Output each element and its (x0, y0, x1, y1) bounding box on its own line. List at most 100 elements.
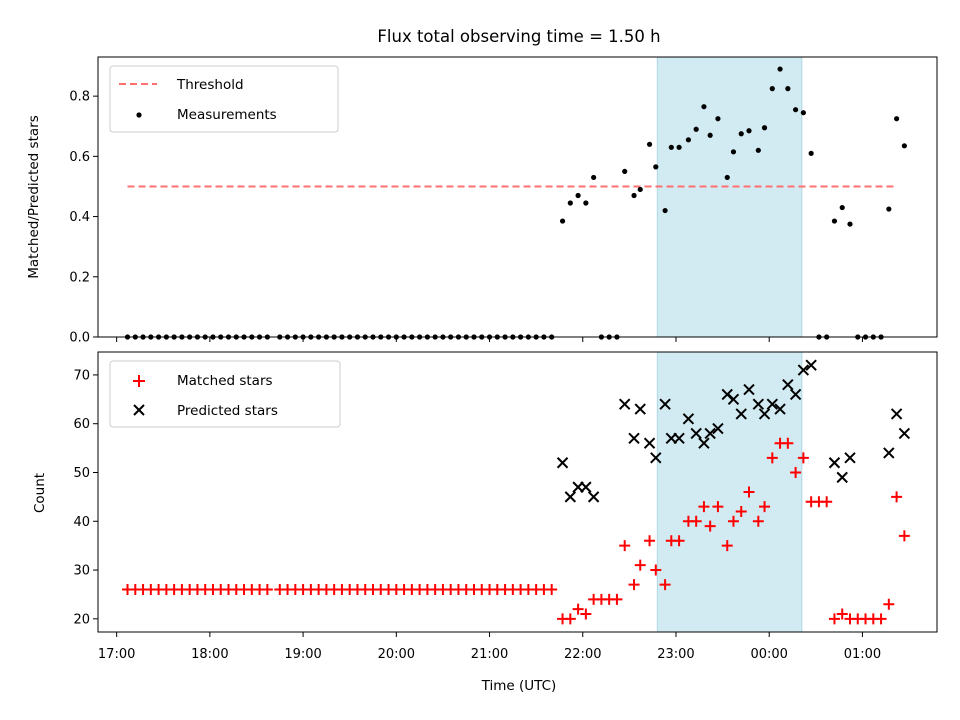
matched-star-point (836, 608, 848, 620)
measurement-point (800, 110, 806, 116)
measurement-point (793, 107, 799, 113)
measurement-point (839, 204, 845, 211)
legend-threshold-label: Threshold (176, 77, 244, 93)
predicted-star-point (704, 427, 716, 440)
legend-measurements-swatch (136, 112, 142, 118)
y-tick-label: 30 (73, 564, 90, 579)
x-tick-label: 19:00 (284, 647, 321, 662)
predicted-star-point (752, 398, 765, 410)
predicted-star-point (774, 403, 786, 415)
measurement-point (653, 164, 659, 170)
predicted-star-point (883, 447, 895, 459)
matched-star-point (572, 603, 584, 615)
predicted-star-point (836, 471, 848, 484)
matched-star-point (704, 520, 716, 532)
matched-star-point (752, 515, 764, 527)
y-tick-label: 0.4 (69, 210, 90, 225)
measurement-point (637, 186, 643, 193)
matched-star-point (650, 564, 662, 576)
predicted-star-point (789, 388, 802, 401)
y-tick-label: 50 (73, 466, 90, 481)
bottom-y-ticks: 20 30 40 50 60 70 (73, 368, 98, 627)
predicted-star-point (766, 398, 779, 410)
measurement-point (808, 150, 814, 156)
predicted-star-point (782, 378, 794, 391)
measurement-point (693, 126, 699, 132)
predicted-star-point (890, 408, 903, 420)
legend-matched-label: Matched stars (177, 373, 273, 389)
observing-window-shade (656, 56, 803, 338)
matched-star-point (759, 501, 771, 513)
measurement-point (622, 168, 628, 175)
top-x-ticks (116, 337, 863, 342)
y-tick-label: 0.2 (69, 270, 90, 285)
measurement-point (894, 116, 900, 122)
matched-star-point (898, 530, 910, 542)
matched-star-point (611, 593, 623, 605)
matched-star-point (634, 559, 646, 571)
measurement-point (715, 116, 721, 122)
top-y-ticks: 0.0 0.2 0.4 0.6 0.8 (69, 90, 98, 346)
matched-star-point (690, 515, 702, 527)
x-tick-label: 17:00 (98, 647, 135, 662)
matched-star-point (644, 535, 656, 547)
x-tick-label: 22:00 (564, 647, 601, 662)
observing-window-shade-bottom (656, 351, 803, 633)
predicted-star-point (828, 457, 841, 469)
measurement-point (746, 128, 752, 134)
matched-star-point (721, 540, 733, 552)
y-tick-label: 40 (73, 515, 90, 530)
matched-star-point (891, 491, 903, 503)
matched-star-point (735, 506, 747, 518)
x-tick-label: 01:00 (844, 647, 881, 662)
predicted-star-point (844, 452, 856, 464)
predicted-star-point (698, 437, 710, 449)
predicted-star-point (898, 427, 911, 440)
measurement-point (676, 144, 682, 150)
legend-matched-swatch (133, 375, 145, 387)
measurement-point (769, 86, 775, 92)
matched-star-point (619, 540, 631, 552)
x-tick-label: 20:00 (378, 647, 415, 662)
top-legend: Threshold Measurements (109, 65, 339, 133)
chart-title: Flux total observing time = 1.50 h (377, 27, 660, 46)
bottom-axes-frame (97, 351, 938, 633)
matched-star-point (875, 613, 887, 625)
predicted-star-point (643, 437, 656, 449)
legend-predicted-label: Predicted stars (177, 403, 278, 419)
predicted-star-point (564, 491, 577, 503)
measurement-point (847, 221, 853, 227)
predicted-star-point (659, 398, 671, 410)
measurement-point (831, 218, 838, 224)
matched-star-point (790, 466, 802, 478)
measurement-point (567, 200, 573, 206)
matched-star-point (828, 613, 840, 625)
matched-star-point (727, 515, 739, 527)
top-y-axis-label: Matched/Predicted stars (26, 115, 42, 278)
bottom-x-ticks: 17:00 18:00 19:00 20:00 21:00 22:00 23:00 00:00… (98, 632, 881, 662)
matched-star-point (580, 608, 592, 620)
matched-star-points (122, 437, 910, 625)
y-tick-label: 0.6 (69, 150, 90, 165)
measurement-point (730, 149, 737, 155)
legend-predicted-swatch (133, 404, 145, 416)
measurement-point (901, 143, 907, 149)
predicted-star-point (743, 383, 755, 396)
measurement-point (583, 200, 589, 206)
matched-star-point (712, 501, 724, 513)
predicted-star-point (797, 364, 810, 376)
measurement-point (755, 147, 761, 153)
measurement-point (668, 144, 674, 150)
predicted-star-point (634, 403, 646, 415)
measurement-point (631, 192, 637, 199)
measurement-point (738, 131, 744, 137)
matched-star-point (628, 579, 640, 591)
predicted-star-points (556, 359, 911, 503)
x-tick-label: 00:00 (750, 647, 787, 662)
measurement-point (701, 104, 707, 110)
y-tick-label: 20 (73, 612, 90, 627)
x-tick-label: 18:00 (191, 647, 228, 662)
matched-star-point (261, 584, 273, 596)
predicted-star-point (758, 408, 771, 420)
matched-star-point (659, 579, 671, 591)
